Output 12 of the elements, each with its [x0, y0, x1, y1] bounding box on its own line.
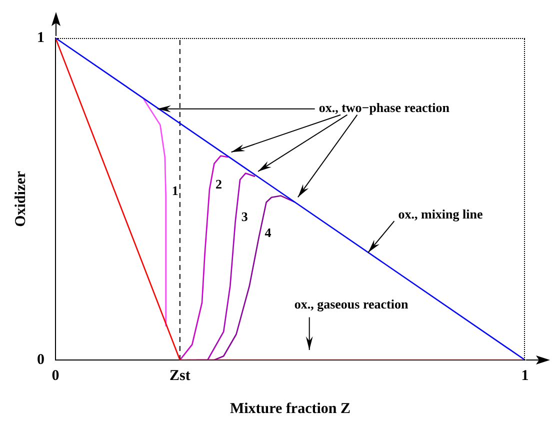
x-tick-label: Zst — [169, 368, 190, 384]
annotation: 4 — [264, 225, 272, 240]
annotation: ox., two−phase reaction — [318, 100, 450, 116]
annotation: 1 — [172, 183, 178, 198]
y-axis-title: Oxidizer — [12, 170, 29, 227]
x-tick-label: 1 — [521, 368, 529, 384]
annotation: ox., mixing line — [398, 206, 483, 222]
annotation: ox., gaseous reaction — [294, 296, 409, 312]
x-axis-title: Mixture fraction Z — [230, 400, 351, 417]
x-tick-label: 0 — [52, 368, 60, 384]
annotation: 3 — [241, 208, 248, 224]
annotation: 2 — [215, 176, 222, 192]
